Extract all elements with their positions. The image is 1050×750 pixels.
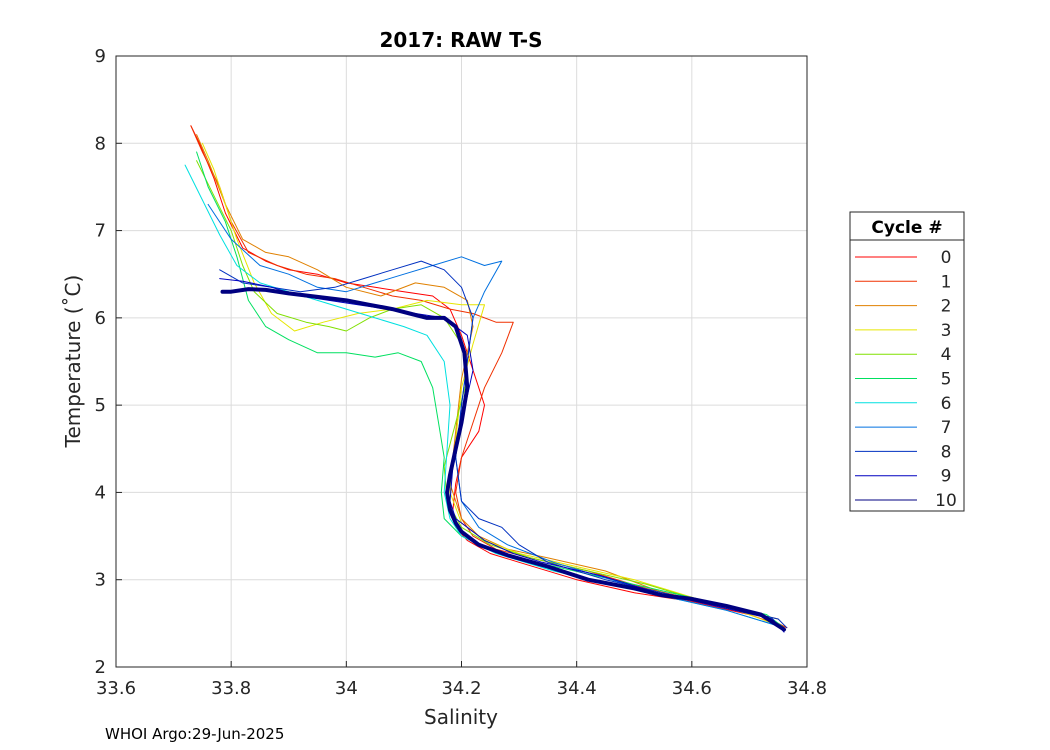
- legend-label-cycle-4: 4: [941, 345, 952, 365]
- y-tick-label: 9: [95, 46, 106, 67]
- legend: Cycle # 0 1 2 3 4 5 6 7 8 9 10: [849, 211, 965, 512]
- y-tick-label: 8: [95, 133, 106, 154]
- footer-credit: WHOI Argo:29-Jun-2025: [105, 725, 285, 743]
- series-line-cycle-2: [196, 134, 779, 620]
- legend-label-cycle-7: 7: [941, 418, 952, 438]
- legend-box: [849, 211, 965, 512]
- y-axis-label: Temperature (˚C): [61, 275, 85, 449]
- legend-label-cycle-8: 8: [941, 442, 952, 462]
- series-line-cycle-5: [196, 151, 785, 629]
- y-tick-label: 2: [95, 657, 106, 678]
- series-line-cycle-4: [196, 160, 785, 629]
- x-axis-ticks: 33.6 33.8 34 34.2 34.4 34.6 34.8: [96, 661, 827, 699]
- legend-label-cycle-0: 0: [941, 248, 952, 268]
- x-tick-label: 34.8: [787, 678, 827, 699]
- y-tick-label: 5: [95, 395, 106, 416]
- y-axis-ticks: 2 3 4 5 6 7 8 9: [95, 46, 122, 678]
- y-tick-label: 6: [95, 308, 106, 329]
- legend-title: Cycle #: [871, 218, 942, 238]
- y-tick-label: 4: [95, 482, 106, 503]
- chart-title: 2017: RAW T-S: [379, 28, 542, 52]
- x-axis-label: Salinity: [424, 705, 498, 729]
- y-tick-label: 7: [95, 221, 106, 242]
- series-layer: [184, 125, 788, 633]
- x-tick-label: 34.6: [672, 678, 712, 699]
- legend-label-cycle-2: 2: [941, 297, 952, 317]
- series-line-cycle-7: [207, 203, 785, 629]
- legend-label-cycle-3: 3: [941, 321, 952, 341]
- y-tick-label: 3: [95, 570, 106, 591]
- x-tick-label: 33.6: [96, 678, 136, 699]
- legend-label-cycle-1: 1: [941, 272, 952, 292]
- legend-label-cycle-6: 6: [941, 394, 952, 414]
- x-tick-label: 34: [335, 678, 358, 699]
- legend-label-cycle-9: 9: [941, 467, 952, 487]
- series-line-cycle-8: [219, 260, 788, 629]
- series-line-cycle-3: [201, 142, 785, 629]
- legend-label-cycle-10: 10: [935, 491, 957, 511]
- x-tick-label: 33.8: [211, 678, 251, 699]
- legend-items: 0 1 2 3 4 5 6 7 8 9 10: [855, 248, 957, 511]
- legend-label-cycle-5: 5: [941, 370, 952, 390]
- series-line-cycle-10: [220, 287, 786, 632]
- x-tick-label: 34.2: [441, 678, 481, 699]
- x-tick-label: 34.4: [557, 678, 597, 699]
